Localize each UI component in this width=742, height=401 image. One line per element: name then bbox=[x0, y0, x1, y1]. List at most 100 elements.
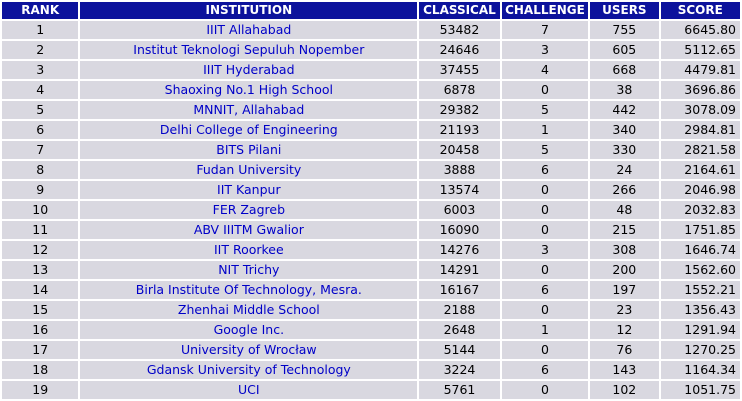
score-cell: 5112.65 bbox=[660, 41, 740, 59]
institution-cell: Gdansk University of Technology bbox=[80, 361, 418, 379]
challenge-cell: 0 bbox=[501, 221, 589, 239]
users-cell: 605 bbox=[590, 41, 659, 59]
header-classical: CLASSICAL bbox=[419, 2, 500, 19]
users-cell: 668 bbox=[590, 61, 659, 79]
score-cell: 1291.94 bbox=[660, 321, 740, 339]
institution-cell: ABV IIITM Gwalior bbox=[80, 221, 418, 239]
table-row: 15 Zhenhai Middle School 2188 0 23 1356.43 bbox=[2, 301, 740, 319]
users-cell: 308 bbox=[590, 241, 659, 259]
institution-cell: IIIT Hyderabad bbox=[80, 61, 418, 79]
rank-cell: 11 bbox=[2, 221, 79, 239]
institution-link[interactable]: Zhenhai Middle School bbox=[177, 302, 320, 317]
challenge-cell: 3 bbox=[501, 41, 589, 59]
score-cell: 1552.21 bbox=[660, 281, 740, 299]
institution-link[interactable]: ABV IIITM Gwalior bbox=[193, 222, 304, 237]
score-cell: 4479.81 bbox=[660, 61, 740, 79]
classical-cell: 16090 bbox=[419, 221, 500, 239]
classical-cell: 2188 bbox=[419, 301, 500, 319]
institution-link[interactable]: Gdansk University of Technology bbox=[146, 362, 351, 377]
table-row: 7 BITS Pilani 20458 5 330 2821.58 bbox=[2, 141, 740, 159]
institution-link[interactable]: Institut Teknologi Sepuluh Nopember bbox=[133, 42, 365, 57]
rank-cell: 5 bbox=[2, 101, 79, 119]
challenge-cell: 6 bbox=[501, 161, 589, 179]
users-cell: 755 bbox=[590, 21, 659, 39]
institution-link[interactable]: University of Wrocław bbox=[180, 342, 317, 357]
institution-link[interactable]: MNNIT, Allahabad bbox=[193, 102, 305, 117]
challenge-cell: 0 bbox=[501, 301, 589, 319]
score-cell: 1051.75 bbox=[660, 381, 740, 399]
institution-link[interactable]: Shaoxing No.1 High School bbox=[164, 82, 333, 97]
institution-cell: Shaoxing No.1 High School bbox=[80, 81, 418, 99]
institution-link[interactable]: UCI bbox=[238, 382, 260, 397]
institution-cell: Google Inc. bbox=[80, 321, 418, 339]
institution-link[interactable]: IIIT Hyderabad bbox=[203, 62, 295, 77]
classical-cell: 3888 bbox=[419, 161, 500, 179]
score-cell: 1164.34 bbox=[660, 361, 740, 379]
score-cell: 6645.80 bbox=[660, 21, 740, 39]
institution-cell: IIT Kanpur bbox=[80, 181, 418, 199]
institution-link[interactable]: Birla Institute Of Technology, Mesra. bbox=[135, 282, 362, 297]
challenge-cell: 0 bbox=[501, 201, 589, 219]
challenge-cell: 4 bbox=[501, 61, 589, 79]
score-cell: 2046.98 bbox=[660, 181, 740, 199]
institution-cell: University of Wrocław bbox=[80, 341, 418, 359]
classical-cell: 20458 bbox=[419, 141, 500, 159]
institution-link[interactable]: IIIT Allahabad bbox=[206, 22, 292, 37]
score-cell: 3696.86 bbox=[660, 81, 740, 99]
users-cell: 48 bbox=[590, 201, 659, 219]
users-cell: 143 bbox=[590, 361, 659, 379]
table-row: 10 FER Zagreb 6003 0 48 2032.83 bbox=[2, 201, 740, 219]
users-cell: 76 bbox=[590, 341, 659, 359]
institution-link[interactable]: IIT Roorkee bbox=[213, 242, 284, 257]
header-rank: RANK bbox=[2, 2, 79, 19]
users-cell: 442 bbox=[590, 101, 659, 119]
institution-link[interactable]: Fudan University bbox=[196, 162, 302, 177]
score-cell: 3078.09 bbox=[660, 101, 740, 119]
institution-cell: BITS Pilani bbox=[80, 141, 418, 159]
rank-cell: 16 bbox=[2, 321, 79, 339]
classical-cell: 6878 bbox=[419, 81, 500, 99]
header-challenge: CHALLENGE bbox=[501, 2, 589, 19]
classical-cell: 6003 bbox=[419, 201, 500, 219]
classical-cell: 53482 bbox=[419, 21, 500, 39]
rank-cell: 10 bbox=[2, 201, 79, 219]
table-row: 19 UCI 5761 0 102 1051.75 bbox=[2, 381, 740, 399]
institution-cell: FER Zagreb bbox=[80, 201, 418, 219]
table-row: 14 Birla Institute Of Technology, Mesra. 1… bbox=[2, 281, 740, 299]
institution-link[interactable]: FER Zagreb bbox=[212, 202, 286, 217]
institution-link[interactable]: Google Inc. bbox=[213, 322, 285, 337]
table-row: 5 MNNIT, Allahabad 29382 5 442 3078.09 bbox=[2, 101, 740, 119]
score-cell: 1270.25 bbox=[660, 341, 740, 359]
score-cell: 2821.58 bbox=[660, 141, 740, 159]
rank-cell: 19 bbox=[2, 381, 79, 399]
users-cell: 330 bbox=[590, 141, 659, 159]
challenge-cell: 0 bbox=[501, 341, 589, 359]
institution-cell: Institut Teknologi Sepuluh Nopember bbox=[80, 41, 418, 59]
table-row: 16 Google Inc. 2648 1 12 1291.94 bbox=[2, 321, 740, 339]
rank-cell: 13 bbox=[2, 261, 79, 279]
challenge-cell: 6 bbox=[501, 361, 589, 379]
institution-link[interactable]: NIT Trichy bbox=[218, 262, 280, 277]
rank-cell: 7 bbox=[2, 141, 79, 159]
score-cell: 1356.43 bbox=[660, 301, 740, 319]
classical-cell: 29382 bbox=[419, 101, 500, 119]
users-cell: 266 bbox=[590, 181, 659, 199]
challenge-cell: 6 bbox=[501, 281, 589, 299]
rank-cell: 3 bbox=[2, 61, 79, 79]
users-cell: 102 bbox=[590, 381, 659, 399]
score-cell: 2984.81 bbox=[660, 121, 740, 139]
challenge-cell: 1 bbox=[501, 121, 589, 139]
challenge-cell: 1 bbox=[501, 321, 589, 339]
institution-link[interactable]: IIT Kanpur bbox=[217, 182, 281, 197]
institution-link[interactable]: Delhi College of Engineering bbox=[159, 122, 338, 137]
table-row: 3 IIIT Hyderabad 37455 4 668 4479.81 bbox=[2, 61, 740, 79]
header-score: SCORE bbox=[660, 2, 740, 19]
rank-cell: 1 bbox=[2, 21, 79, 39]
institution-link[interactable]: BITS Pilani bbox=[216, 142, 282, 157]
table-row: 18 Gdansk University of Technology 3224 6 14… bbox=[2, 361, 740, 379]
challenge-cell: 7 bbox=[501, 21, 589, 39]
classical-cell: 24646 bbox=[419, 41, 500, 59]
challenge-cell: 0 bbox=[501, 181, 589, 199]
rank-cell: 14 bbox=[2, 281, 79, 299]
